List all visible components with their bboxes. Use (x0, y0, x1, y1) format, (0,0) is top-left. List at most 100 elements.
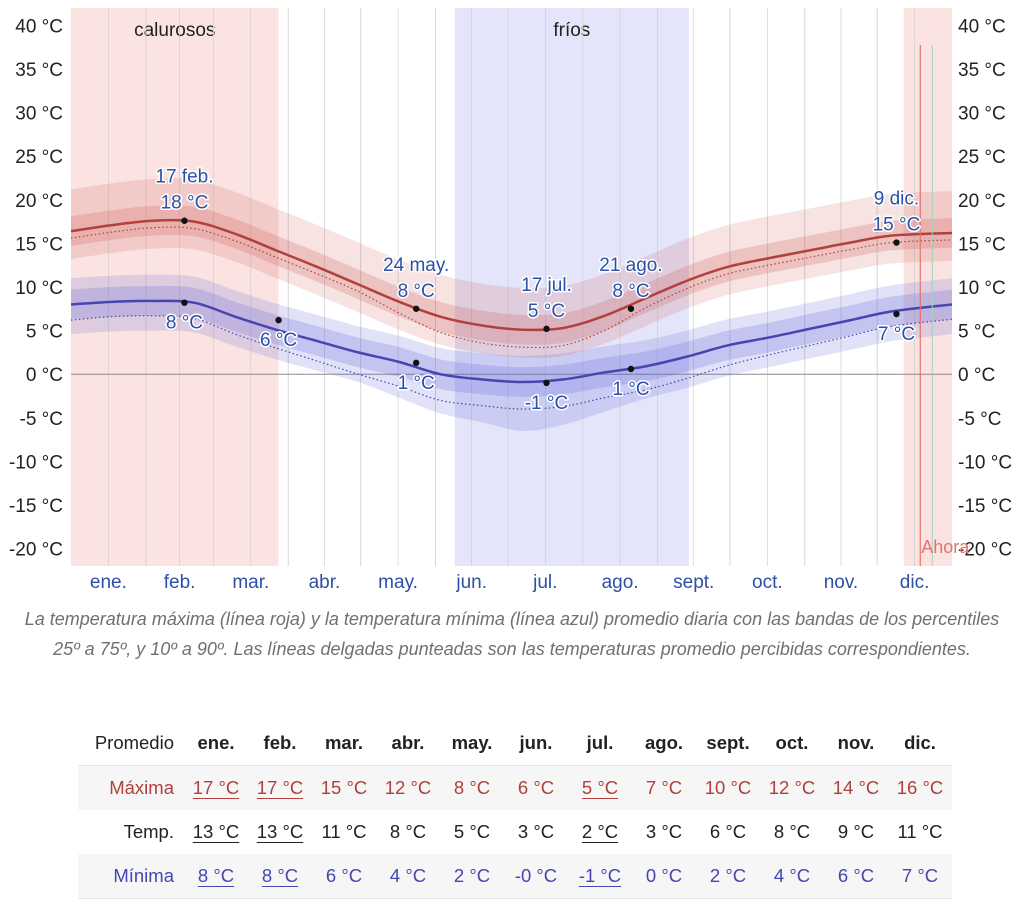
annotation-value: -1 °C (525, 393, 569, 414)
y-tick-label-right: -15 °C (958, 496, 1012, 517)
y-tick-label-left: -20 °C (9, 540, 63, 561)
y-tick-label-left: -10 °C (9, 452, 63, 473)
y-tick-label-left: -15 °C (9, 496, 63, 517)
y-tick-label-right: 15 °C (958, 234, 1006, 255)
table-cell: 13 °C (248, 810, 312, 854)
table-cell-value: 3 °C (645, 821, 683, 842)
table-cell-value: 8 °C (453, 777, 491, 798)
annotation-point (893, 310, 900, 318)
table-cell: 8 °C (440, 765, 504, 810)
annotation-value: 15 °C (873, 215, 921, 236)
y-tick-label-right: -5 °C (958, 409, 1002, 430)
y-tick-label-left: 20 °C (15, 191, 63, 212)
table-header-month: ago. (644, 732, 684, 753)
table-cell-value: 6 °C (709, 821, 747, 842)
table-cell-value: -0 °C (514, 865, 558, 886)
table-cell-value: 17 °C (192, 777, 240, 798)
chart-caption: La temperatura máxima (línea roja) y la … (24, 609, 1000, 659)
y-tick-label-right: 35 °C (958, 60, 1006, 81)
table-cell-value: -1 °C (578, 865, 622, 886)
season-label: calurosos (134, 20, 215, 41)
annotation-point (275, 316, 282, 324)
annotation-value: 7 °C (878, 324, 915, 345)
table-cell-value: 5 °C (453, 821, 491, 842)
x-month-label: may. (378, 572, 418, 593)
row-label-temp: Temp. (123, 821, 174, 842)
x-month-label: mar. (232, 572, 269, 593)
table-cell-value: 7 °C (901, 865, 939, 886)
annotation-point (181, 299, 188, 306)
table-cell-value: 8 °C (197, 865, 235, 886)
y-tick-label-left: 35 °C (15, 60, 63, 81)
table-cell-value: 13 °C (192, 821, 240, 842)
table-cell: -0 °C (504, 854, 568, 899)
table-header-month: jun. (519, 732, 553, 753)
y-tick-label-left: 40 °C (15, 16, 63, 37)
table-cell: 0 °C (632, 854, 696, 899)
y-tick-label-right: 25 °C (958, 147, 1006, 168)
y-tick-label-left: -5 °C (20, 409, 64, 430)
table-cell-value: 17 °C (256, 777, 304, 798)
table-cell-value: 8 °C (773, 821, 811, 842)
table-cell: 6 °C (696, 810, 760, 854)
table-cell-value: 12 °C (384, 777, 432, 798)
y-tick-label-left: 25 °C (15, 147, 63, 168)
y-tick-label-left: 0 °C (26, 365, 63, 386)
min-band-10-90 (71, 274, 952, 431)
min-temperature-line (70, 299, 953, 384)
temperature-chart: calurosos fríos 40 °C 40 °C 35 °C 35 °C 30 °C 3… (9, 8, 1012, 593)
annotation-date: 21 ago. (599, 255, 662, 276)
annotation-value: 1 °C (612, 379, 649, 400)
table-cell-value: 8 °C (389, 821, 427, 842)
table-cell: 13 °C (184, 810, 248, 854)
table-header-month: feb. (263, 732, 297, 753)
table-header-month: mar. (324, 732, 364, 753)
table-cell-value: 5 °C (581, 777, 619, 798)
table-cell: 4 °C (376, 854, 440, 899)
annotation-point (543, 379, 550, 387)
table-cell-value: 16 °C (896, 777, 944, 798)
table-cell: 11 °C (888, 810, 952, 854)
table-cell: 6 °C (312, 854, 376, 899)
season-band (71, 8, 279, 566)
table-row-temp: Temp. 13 °C 13 °C 11 °C 8 °C 5 °C 3 °C 2 °C 3 °… (78, 810, 952, 854)
annotation-value: 5 °C (528, 301, 565, 322)
table-cell: 14 °C (824, 765, 888, 810)
max-temperature-line (70, 218, 953, 332)
table-cell-value: 6 °C (325, 865, 363, 886)
table-cell-value: 2 °C (453, 865, 491, 886)
table-cell-value: 13 °C (256, 821, 304, 842)
annotation-point (181, 217, 188, 224)
annotation-point (412, 359, 420, 367)
max-feels-line (70, 226, 953, 349)
table-cell-value: 15 °C (320, 777, 368, 798)
x-month-label: ago. (602, 572, 639, 593)
table-cell: 10 °C (696, 765, 760, 810)
season-label: fríos (553, 20, 590, 41)
table-header-month: abr. (391, 732, 425, 753)
table-cell: 8 °C (248, 854, 312, 899)
table-cell: 15 °C (312, 765, 376, 810)
table-cell: 4 °C (760, 854, 824, 899)
table-cell-value: 14 °C (832, 777, 880, 798)
table-cell: 8 °C (184, 854, 248, 899)
table-cell: 11 °C (312, 810, 376, 854)
row-label-max: Máxima (78, 765, 184, 810)
table-cell: 2 °C (440, 854, 504, 899)
table-cell: 2 °C (696, 854, 760, 899)
min-band-25-75 (71, 286, 952, 397)
table-cell: 8 °C (760, 810, 824, 854)
table-header-month: sept. (706, 732, 750, 753)
table-cell-value: 11 °C (897, 821, 943, 842)
table-cell: 5 °C (440, 810, 504, 854)
y-tick-label-right: 5 °C (958, 322, 995, 343)
y-tick-label-right: 0 °C (958, 365, 995, 386)
y-tick-label-left: 5 °C (26, 322, 63, 343)
x-month-label: sept. (673, 572, 714, 593)
season-band (903, 8, 952, 566)
annotation-date: 9 dic. (874, 189, 919, 210)
x-month-label: jul. (532, 572, 557, 593)
x-month-label: nov. (824, 572, 859, 593)
x-month-label: jun. (455, 572, 487, 593)
table-cell: 6 °C (824, 854, 888, 899)
